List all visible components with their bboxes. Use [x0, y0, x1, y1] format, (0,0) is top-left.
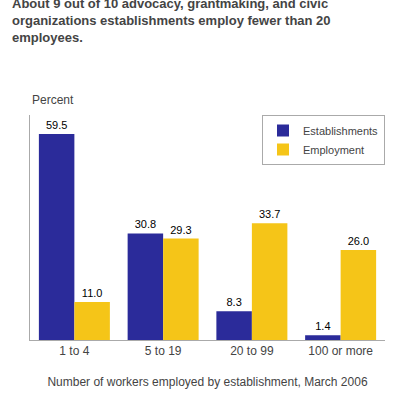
svg-text:59.5: 59.5: [46, 119, 67, 131]
svg-text:26.0: 26.0: [348, 235, 369, 247]
svg-text:8.3: 8.3: [226, 296, 241, 308]
svg-text:5 to 19: 5 to 19: [145, 344, 182, 358]
svg-text:1 to 4: 1 to 4: [59, 344, 89, 358]
svg-text:11.0: 11.0: [82, 287, 103, 299]
svg-text:20 to 99: 20 to 99: [230, 344, 274, 358]
svg-text:29.3: 29.3: [170, 224, 191, 236]
svg-text:Employment: Employment: [303, 144, 364, 156]
svg-text:30.8: 30.8: [135, 218, 156, 230]
svg-text:1.4: 1.4: [315, 320, 330, 332]
svg-text:100 or more: 100 or more: [308, 344, 373, 358]
svg-text:Establishments: Establishments: [303, 125, 378, 137]
svg-text:Percent: Percent: [32, 93, 74, 107]
svg-text:About 9 out of 10 advocacy, gr: About 9 out of 10 advocacy, grantmaking,…: [12, 0, 331, 45]
svg-text:Number of workers employed by: Number of workers employed by establishm…: [47, 375, 367, 389]
svg-text:33.7: 33.7: [259, 208, 280, 220]
